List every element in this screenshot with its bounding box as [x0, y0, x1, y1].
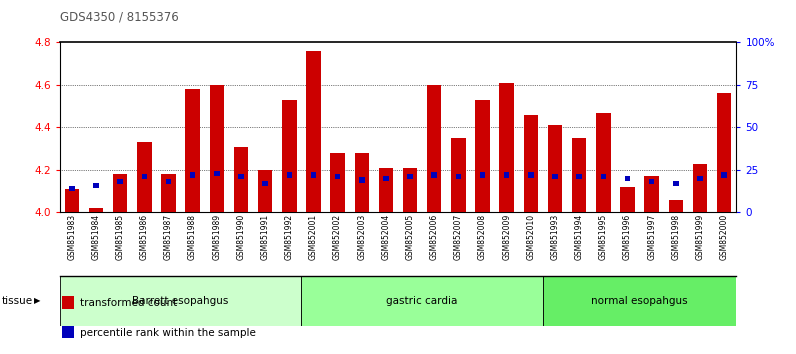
Bar	[306, 51, 321, 212]
Bar	[234, 147, 248, 212]
Bar	[572, 138, 587, 212]
Text: normal esopahgus: normal esopahgus	[591, 296, 688, 306]
Bar	[552, 174, 558, 179]
Bar	[214, 171, 220, 176]
Bar	[190, 172, 195, 178]
Bar	[258, 170, 272, 212]
Bar	[383, 176, 388, 181]
Text: tissue: tissue	[2, 296, 33, 306]
Bar	[137, 142, 151, 212]
Bar	[64, 189, 79, 212]
Bar	[302, 276, 543, 326]
Bar	[649, 179, 654, 184]
Bar	[524, 115, 538, 212]
Bar	[238, 174, 244, 179]
Bar	[673, 181, 679, 186]
Bar	[335, 174, 341, 179]
Bar	[282, 100, 296, 212]
Bar	[645, 176, 659, 212]
Bar	[69, 186, 75, 191]
Bar	[451, 138, 466, 212]
Bar	[263, 181, 267, 186]
Bar	[504, 172, 509, 178]
Bar	[166, 179, 171, 184]
Bar	[601, 174, 606, 179]
Bar	[625, 176, 630, 181]
Bar	[60, 276, 302, 326]
Bar	[359, 177, 365, 183]
Bar	[427, 85, 442, 212]
Bar	[142, 174, 147, 179]
Text: ▶: ▶	[34, 296, 41, 306]
Bar	[209, 85, 224, 212]
Bar	[93, 183, 99, 188]
Bar	[62, 296, 73, 309]
Bar	[310, 172, 316, 178]
Bar	[403, 168, 417, 212]
Bar	[62, 326, 73, 338]
Bar	[287, 172, 292, 178]
Bar	[529, 172, 533, 178]
Bar	[717, 93, 732, 212]
Bar	[161, 174, 176, 212]
Text: percentile rank within the sample: percentile rank within the sample	[80, 328, 256, 338]
Bar	[669, 200, 683, 212]
Bar	[548, 125, 562, 212]
Bar	[721, 172, 727, 178]
Bar	[500, 83, 514, 212]
Bar	[431, 172, 437, 178]
Bar	[543, 276, 736, 326]
Bar	[379, 168, 393, 212]
Text: transformed count: transformed count	[80, 298, 177, 308]
Bar	[88, 208, 103, 212]
Bar	[576, 174, 582, 179]
Bar	[596, 113, 611, 212]
Bar	[330, 153, 345, 212]
Bar	[455, 174, 461, 179]
Bar	[354, 153, 369, 212]
Bar	[113, 174, 127, 212]
Text: gastric cardia: gastric cardia	[387, 296, 458, 306]
Bar	[408, 174, 413, 179]
Bar	[620, 187, 635, 212]
Bar	[693, 164, 708, 212]
Text: GDS4350 / 8155376: GDS4350 / 8155376	[60, 11, 178, 24]
Bar	[117, 179, 123, 184]
Bar	[697, 176, 703, 181]
Bar	[480, 172, 486, 178]
Text: Barrett esopahgus: Barrett esopahgus	[132, 296, 228, 306]
Bar	[185, 89, 200, 212]
Bar	[475, 100, 490, 212]
